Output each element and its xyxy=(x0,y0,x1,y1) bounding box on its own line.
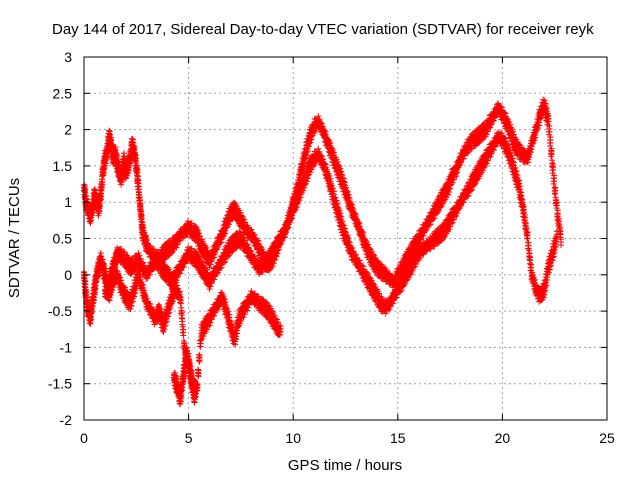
data-point xyxy=(135,177,142,184)
data-point xyxy=(113,151,120,158)
data-point xyxy=(108,134,115,141)
data-point xyxy=(147,243,154,250)
data-point xyxy=(552,184,559,191)
data-point xyxy=(112,144,119,151)
data-point xyxy=(92,187,99,194)
data-point xyxy=(133,162,140,169)
data-point xyxy=(138,208,145,215)
data-point xyxy=(131,143,138,150)
data-point xyxy=(140,224,147,231)
data-point xyxy=(108,142,115,149)
data-point xyxy=(91,186,98,193)
data-point xyxy=(151,246,158,253)
data-point xyxy=(143,233,150,240)
data-point xyxy=(139,221,146,228)
data-point xyxy=(121,150,128,157)
data-point xyxy=(82,186,89,193)
data-point xyxy=(143,237,150,244)
chart-title: Day 144 of 2017, Sidereal Day-to-day VTE… xyxy=(52,21,594,38)
data-point xyxy=(540,96,547,103)
data-points xyxy=(81,96,564,408)
data-point xyxy=(134,166,141,173)
data-point xyxy=(106,127,113,134)
data-point xyxy=(135,183,142,190)
grid xyxy=(84,57,607,420)
data-point xyxy=(130,139,137,146)
data-point xyxy=(315,113,322,120)
data-point xyxy=(97,250,104,257)
data-point xyxy=(549,157,556,164)
data-point xyxy=(114,158,121,165)
data-point xyxy=(132,151,139,158)
data-point xyxy=(142,232,149,239)
data-point xyxy=(555,217,562,224)
data-point xyxy=(81,183,88,190)
data-point xyxy=(138,212,145,219)
data-point xyxy=(136,194,143,201)
data-point xyxy=(132,152,139,159)
data-point xyxy=(106,128,113,135)
data-point xyxy=(129,136,136,143)
data-point xyxy=(113,152,120,159)
data-point xyxy=(129,136,136,143)
data-point xyxy=(134,173,141,180)
data-point xyxy=(315,145,322,152)
